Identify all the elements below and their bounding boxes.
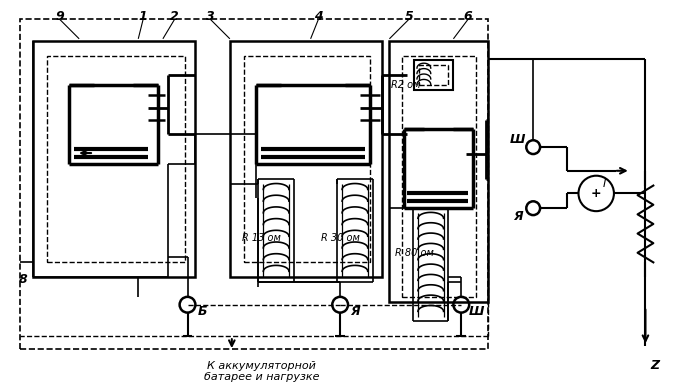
Text: R 13 ом: R 13 ом xyxy=(242,233,281,243)
Text: 8: 8 xyxy=(19,273,27,286)
Text: К аккумуляторной
батарее и нагрузке: К аккумуляторной батарее и нагрузке xyxy=(204,361,319,382)
Bar xyxy=(414,60,454,90)
Text: I: I xyxy=(603,179,606,189)
Text: Я: Я xyxy=(512,210,522,223)
Text: 9: 9 xyxy=(55,10,64,23)
Text: Б: Б xyxy=(197,305,207,318)
Bar xyxy=(244,56,370,262)
Text: Z: Z xyxy=(651,359,660,372)
Bar xyxy=(419,65,449,85)
Text: +: + xyxy=(591,187,601,200)
Bar xyxy=(20,19,488,349)
Text: Ш: Ш xyxy=(510,133,525,146)
Bar xyxy=(402,56,476,297)
Text: 6: 6 xyxy=(464,10,473,23)
Bar xyxy=(230,41,382,277)
Text: Я: Я xyxy=(350,305,360,318)
Text: R2 ом: R2 ом xyxy=(391,80,421,90)
Text: 1: 1 xyxy=(139,10,148,23)
Text: 4: 4 xyxy=(314,10,323,23)
Text: 5: 5 xyxy=(405,10,414,23)
Text: R 30 ом: R 30 ом xyxy=(321,233,360,243)
Bar xyxy=(33,41,195,277)
Text: 2: 2 xyxy=(170,10,179,23)
Text: R 80 ом: R 80 ом xyxy=(395,247,433,258)
Bar xyxy=(389,41,488,302)
Text: Ш: Ш xyxy=(468,305,484,318)
Text: 3: 3 xyxy=(206,10,214,23)
Bar xyxy=(47,56,185,262)
